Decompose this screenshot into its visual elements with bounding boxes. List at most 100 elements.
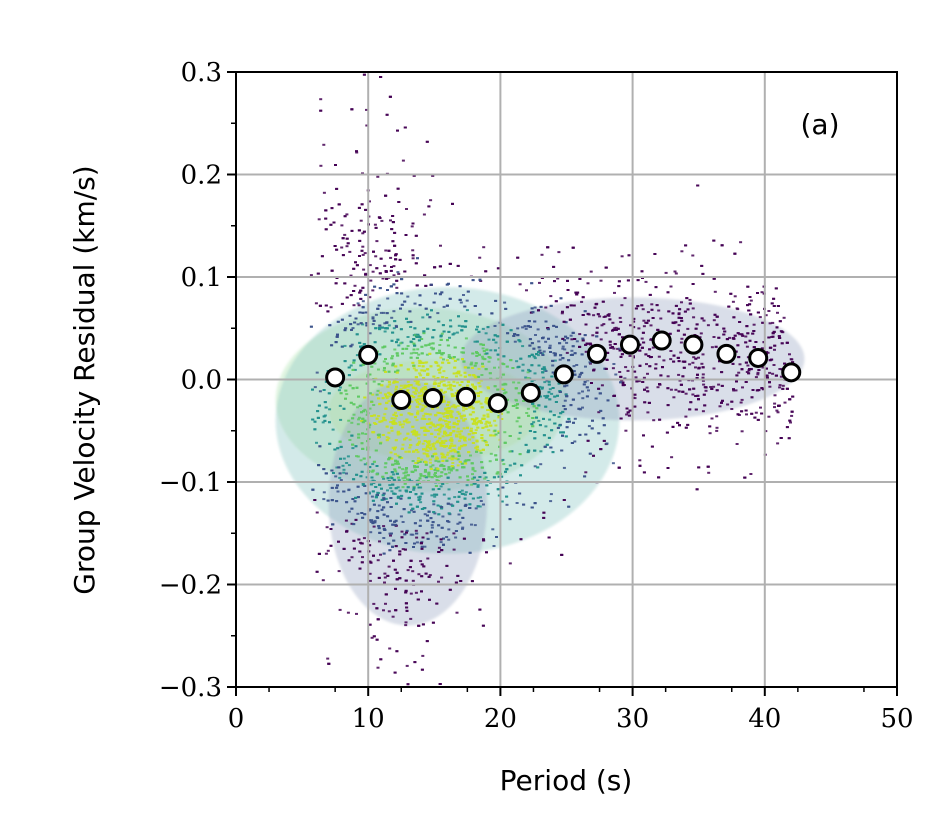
density-point <box>646 390 650 393</box>
density-point <box>547 536 551 539</box>
density-point <box>656 386 660 389</box>
density-point <box>485 348 489 351</box>
density-point <box>398 258 402 261</box>
density-point <box>759 406 762 409</box>
density-point <box>423 361 427 364</box>
density-point <box>439 366 443 369</box>
density-point <box>606 399 610 402</box>
density-point <box>533 306 537 309</box>
density-point <box>566 337 570 340</box>
density-point <box>556 277 560 280</box>
density-point <box>557 415 561 418</box>
density-point <box>334 475 338 478</box>
density-point <box>691 283 695 285</box>
density-point <box>500 362 504 365</box>
density-point <box>633 405 637 408</box>
density-point <box>411 386 415 389</box>
density-point <box>462 409 466 412</box>
density-point <box>548 418 552 421</box>
density-point <box>740 398 744 401</box>
density-point <box>677 360 681 363</box>
density-point <box>380 508 384 511</box>
density-point <box>667 310 671 313</box>
density-point <box>712 239 716 242</box>
density-point <box>463 418 467 421</box>
density-point <box>438 430 442 433</box>
density-point <box>466 479 470 482</box>
density-point <box>574 291 578 294</box>
density-point <box>397 409 401 411</box>
density-point <box>453 450 457 453</box>
density-point <box>443 468 446 471</box>
density-point <box>554 335 558 338</box>
density-point <box>358 239 362 242</box>
density-point <box>385 401 389 404</box>
density-point <box>421 365 425 368</box>
density-point <box>651 317 655 319</box>
density-point <box>549 500 553 503</box>
density-point <box>492 476 496 479</box>
density-point <box>456 451 460 454</box>
density-point <box>475 421 479 424</box>
density-point <box>459 580 463 582</box>
density-point <box>546 394 550 397</box>
density-point <box>617 347 621 350</box>
density-point <box>483 353 487 355</box>
density-point <box>492 434 496 437</box>
density-point <box>677 316 681 319</box>
density-point <box>474 376 478 379</box>
density-point <box>456 458 460 461</box>
density-point <box>434 475 438 477</box>
density-point <box>777 335 781 338</box>
density-point <box>616 347 620 350</box>
density-point <box>502 388 506 391</box>
density-point <box>439 390 443 393</box>
density-point <box>388 647 392 650</box>
density-point <box>386 385 390 388</box>
density-point <box>434 361 438 364</box>
density-point <box>423 429 427 432</box>
density-point <box>625 407 629 410</box>
density-point <box>425 640 429 643</box>
density-point <box>377 383 381 386</box>
density-point <box>426 514 429 517</box>
density-point <box>353 368 357 371</box>
density-point <box>395 286 399 289</box>
density-point <box>680 250 684 253</box>
density-point <box>394 414 398 417</box>
density-point <box>458 439 462 442</box>
density-point <box>363 408 367 411</box>
density-point <box>427 475 431 478</box>
density-point <box>745 345 749 348</box>
density-point <box>346 242 350 245</box>
density-point <box>355 455 358 458</box>
density-point <box>442 537 445 540</box>
density-point <box>489 434 493 437</box>
density-point <box>449 319 452 322</box>
density-point <box>479 343 483 346</box>
density-point <box>460 462 464 465</box>
density-point <box>636 279 640 282</box>
density-point <box>553 359 557 362</box>
density-point <box>604 266 608 269</box>
density-point <box>385 439 389 442</box>
density-point <box>391 215 395 217</box>
density-point <box>486 413 490 416</box>
density-point <box>420 458 424 461</box>
density-point <box>400 530 404 533</box>
density-point <box>358 567 362 570</box>
density-point <box>438 371 442 374</box>
density-point <box>419 501 423 504</box>
density-point <box>749 473 753 475</box>
density-point <box>355 264 359 267</box>
density-point <box>437 488 441 490</box>
density-point <box>311 388 314 391</box>
density-point <box>453 496 457 499</box>
density-point <box>567 359 571 362</box>
density-point <box>503 408 507 411</box>
density-point <box>359 219 363 222</box>
density-point <box>471 279 475 282</box>
density-point <box>580 300 584 303</box>
density-point <box>378 353 382 356</box>
density-point <box>359 289 363 292</box>
